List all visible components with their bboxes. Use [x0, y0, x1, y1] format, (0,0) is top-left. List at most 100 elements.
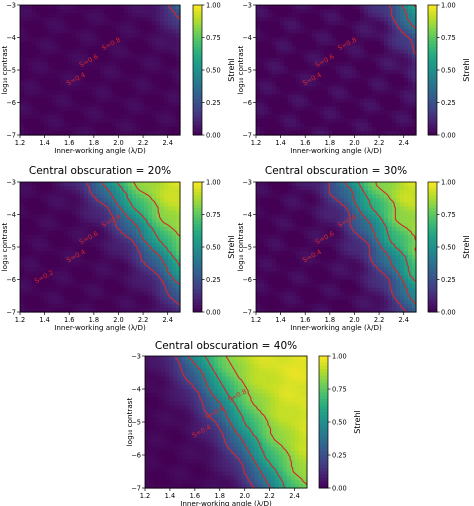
heatmap-cell	[124, 226, 129, 232]
heatmap-cell	[400, 49, 405, 55]
heatmap-cell	[268, 114, 273, 120]
heatmap-cell	[100, 247, 105, 252]
heatmap-cell	[60, 49, 65, 55]
heatmap-cell	[336, 9, 341, 14]
heatmap-cell	[64, 218, 69, 224]
heatmap-cell	[116, 98, 121, 104]
heatmap-cell	[56, 291, 61, 297]
heatmap-cell	[296, 49, 301, 55]
colorbar-segment	[193, 102, 202, 107]
heatmap-cell	[308, 94, 313, 100]
heatmap-cell	[40, 9, 45, 14]
heatmap-cell	[256, 182, 261, 187]
heatmap-cell	[348, 70, 353, 75]
heatmap-cell	[308, 194, 313, 199]
heatmap-cell	[360, 251, 365, 256]
heatmap-cell	[124, 202, 129, 207]
heatmap-cell	[152, 251, 157, 256]
heatmap-cell	[284, 303, 289, 309]
heatmap-cell	[168, 110, 173, 116]
heatmap-cell	[304, 247, 309, 252]
heatmap-cell	[280, 114, 285, 120]
heatmap-cell	[60, 279, 65, 285]
heatmap-cell	[256, 90, 261, 95]
heatmap-cell	[136, 194, 141, 199]
heatmap-cell	[80, 29, 85, 35]
heatmap-cell	[344, 299, 349, 305]
heatmap-cell	[288, 29, 293, 35]
heatmap-cell	[32, 33, 37, 39]
heatmap-cell	[256, 5, 261, 10]
heatmap-cell	[44, 94, 49, 100]
heatmap-cell	[116, 82, 121, 87]
heatmap-cell	[168, 118, 173, 124]
heatmap-cell	[32, 114, 37, 120]
heatmap-cell	[140, 33, 145, 39]
heatmap-cell	[108, 303, 113, 309]
heatmap-cell	[44, 57, 49, 63]
heatmap-cell	[84, 130, 89, 136]
heatmap-cell	[36, 13, 41, 18]
heatmap-cell	[264, 90, 269, 95]
heatmap-cell	[316, 226, 321, 232]
heatmap-cell	[92, 307, 97, 313]
heatmap-cell	[36, 102, 41, 108]
heatmap-cell	[128, 259, 133, 264]
heatmap-cell	[36, 271, 41, 277]
heatmap-cell	[256, 291, 261, 297]
heatmap-cell	[324, 251, 329, 256]
heatmap-cell	[80, 90, 85, 95]
heatmap-cell	[144, 303, 149, 309]
heatmap-cell	[176, 259, 181, 264]
colorbar-segment	[193, 76, 202, 81]
heatmap-cell	[392, 53, 397, 59]
heatmap-cell	[140, 206, 145, 212]
heatmap-cell	[336, 130, 341, 136]
heatmap-cell	[296, 106, 301, 112]
heatmap-cell	[48, 17, 53, 22]
heatmap-cell	[308, 198, 313, 203]
colorbar-tick-label: 0.25	[441, 99, 456, 107]
heatmap-cell	[120, 122, 125, 128]
heatmap-cell	[136, 53, 141, 59]
colorbar-tick-label: 1.00	[206, 1, 221, 9]
heatmap-cell	[356, 275, 361, 281]
heatmap-cell	[140, 222, 145, 228]
colorbar-segment	[193, 260, 202, 264]
heatmap-cell	[56, 70, 61, 75]
heatmap-cell	[300, 307, 305, 313]
heatmap-cell	[60, 102, 65, 108]
heatmap-cell	[320, 17, 325, 22]
heatmap-cell	[128, 70, 133, 75]
heatmap-cell	[272, 78, 277, 83]
heatmap-cell	[100, 263, 105, 268]
heatmap-cell	[64, 194, 69, 199]
heatmap-cell	[352, 206, 357, 212]
heatmap-cell	[64, 17, 69, 22]
heatmap-cell	[24, 5, 29, 10]
heatmap-cell	[360, 53, 365, 59]
heatmap-cell	[56, 29, 61, 35]
heatmap-cell	[276, 202, 281, 207]
heatmap-cell	[344, 65, 349, 71]
heatmap-cell	[384, 130, 389, 136]
heatmap-cell	[260, 271, 265, 277]
heatmap-cell	[308, 114, 313, 120]
heatmap-cell	[144, 190, 149, 195]
heatmap-cell	[320, 126, 325, 132]
heatmap-cell	[24, 37, 29, 43]
heatmap-cell	[360, 25, 365, 30]
heatmap-cell	[44, 267, 49, 272]
heatmap-cell	[280, 186, 285, 191]
heatmap-cell	[324, 57, 329, 63]
heatmap-cell	[88, 226, 93, 232]
heatmap-cell	[260, 49, 265, 55]
heatmap-cell	[308, 5, 313, 10]
heatmap-cell	[292, 222, 297, 228]
heatmap-cell	[128, 214, 133, 220]
heatmap-cell	[268, 307, 273, 313]
heatmap-cell	[372, 110, 377, 116]
heatmap-cell	[40, 279, 45, 285]
heatmap-cell	[304, 291, 309, 297]
heatmap-cell	[164, 222, 169, 228]
